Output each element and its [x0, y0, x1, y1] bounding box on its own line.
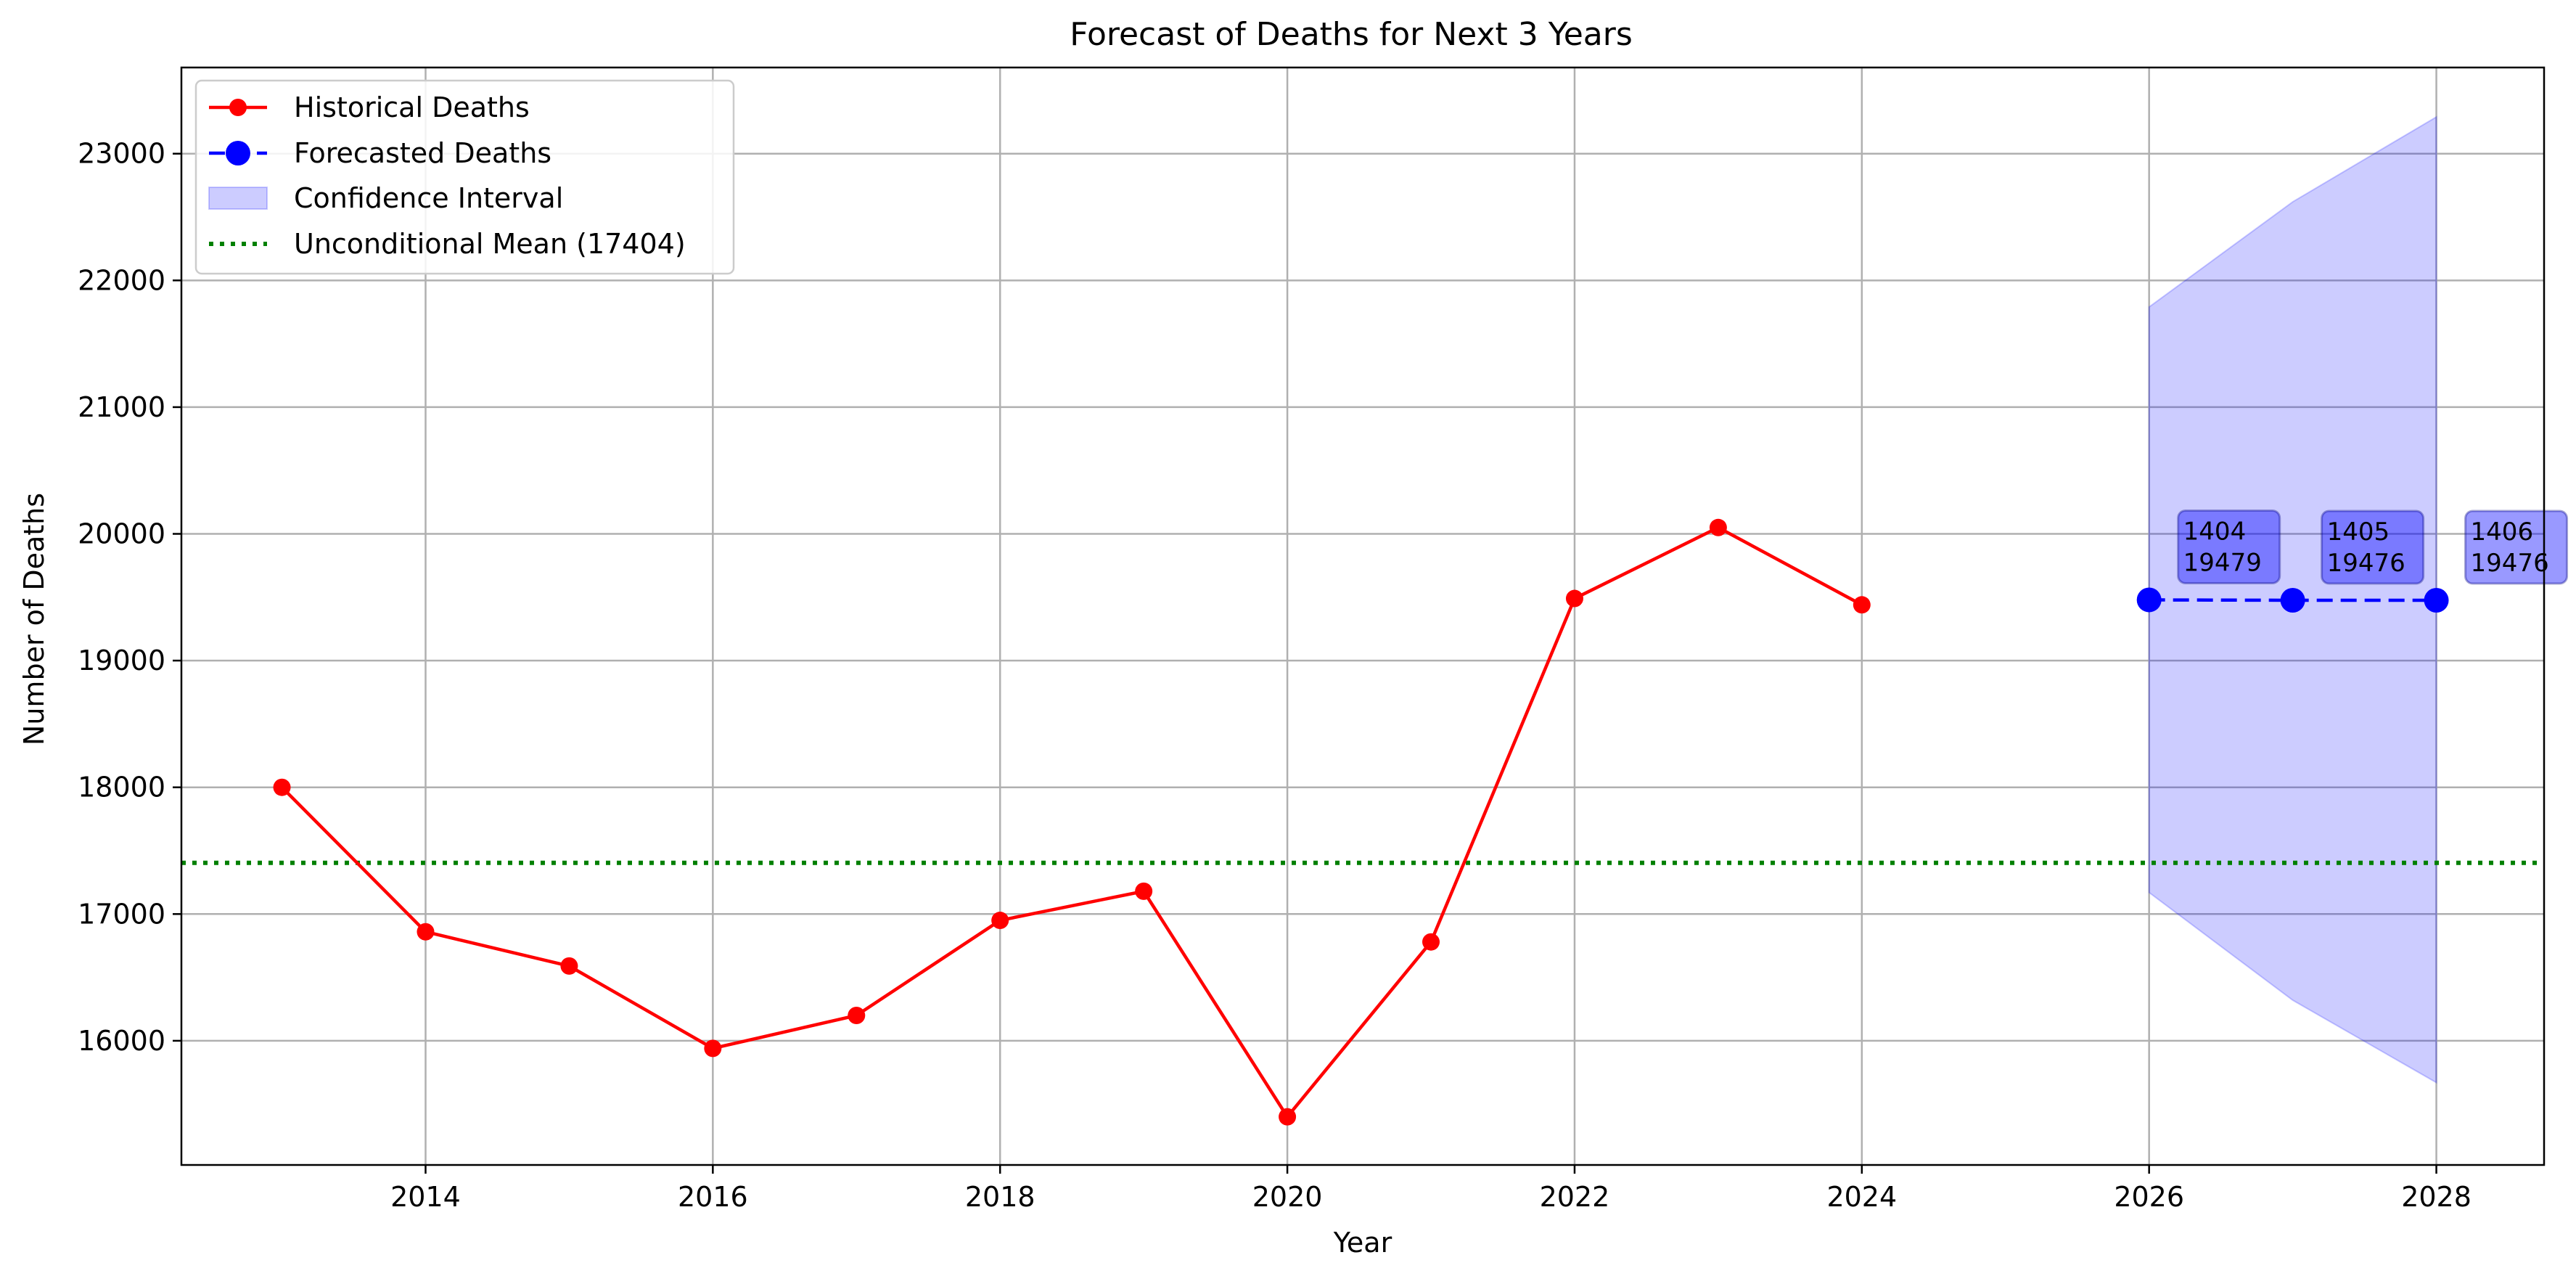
legend-box — [194, 79, 735, 275]
chart-title: Forecast of Deaths for Next 3 Years — [1070, 16, 1633, 53]
x-tick-label: 2022 — [1540, 1181, 1610, 1213]
historical-deaths-point — [704, 1039, 722, 1058]
y-tick-label: 22000 — [78, 264, 165, 296]
annotation-label: 1406 — [2471, 518, 2534, 547]
annotation-label: 1405 — [2327, 518, 2390, 547]
forecasted-deaths-point — [2424, 588, 2449, 613]
y-tick-label: 20000 — [78, 518, 165, 550]
legend-forecast-marker — [226, 141, 250, 165]
legend: Historical Deaths Forecasted Deaths Confid… — [194, 79, 735, 275]
annotation-value: 19476 — [2471, 549, 2549, 578]
legend-label: Forecasted Deaths — [294, 137, 551, 169]
legend-historical-marker — [229, 99, 247, 116]
annotation-box — [2464, 510, 2569, 585]
x-tick-label: 2014 — [390, 1181, 461, 1213]
x-tick-label: 2016 — [678, 1181, 748, 1213]
legend-label: Confidence Interval — [294, 182, 563, 214]
x-tick-label: 2026 — [2114, 1181, 2184, 1213]
historical-deaths-point — [1853, 596, 1871, 614]
x-tick-label: 2020 — [1252, 1181, 1323, 1213]
y-axis-label: Number of Deaths — [18, 493, 50, 745]
forecasted-deaths-point — [2136, 587, 2162, 613]
historical-deaths-point — [1565, 589, 1583, 608]
y-tick-label: 21000 — [78, 391, 165, 423]
legend-label: Historical Deaths — [294, 91, 530, 123]
historical-deaths-point — [848, 1006, 866, 1024]
x-tick-label: 2028 — [2401, 1181, 2472, 1213]
y-tick-label: 19000 — [78, 645, 165, 676]
legend-label: Unconditional Mean (17404) — [294, 228, 686, 260]
historical-deaths-point — [417, 923, 435, 941]
y-tick-label: 17000 — [78, 898, 165, 930]
annotation-box — [2321, 510, 2425, 585]
x-axis-label: Year — [1333, 1227, 1392, 1259]
historical-deaths-point — [1709, 518, 1727, 536]
plot-frame — [180, 66, 2546, 1166]
historical-deaths-point — [1422, 933, 1440, 951]
historical-deaths-point — [560, 957, 578, 975]
historical-deaths-point — [1279, 1108, 1297, 1126]
grid-lines — [181, 68, 2544, 1165]
y-axis-ticks: 16000 17000 18000 19000 20000 21000 22000 23000 — [78, 138, 181, 1057]
x-tick-label: 2024 — [1826, 1181, 1897, 1213]
historical-deaths-line — [280, 526, 1863, 1120]
historical-deaths-point — [1135, 882, 1153, 900]
y-tick-label: 23000 — [78, 138, 165, 170]
y-tick-label: 16000 — [78, 1025, 165, 1057]
y-tick-label: 18000 — [78, 772, 165, 803]
annotation-value: 19476 — [2327, 549, 2405, 578]
x-axis-ticks: 2014 2016 2018 2020 2022 2024 2026 2028 — [390, 1165, 2472, 1213]
annotation-value: 19479 — [2183, 548, 2262, 577]
historical-deaths-point — [273, 778, 291, 796]
x-tick-label: 2018 — [965, 1181, 1035, 1213]
annotation-box — [2177, 509, 2281, 584]
forecasted-deaths-point — [2280, 588, 2305, 613]
legend-confidence-swatch — [208, 187, 268, 210]
series-layer — [273, 518, 2449, 1126]
historical-deaths-point — [991, 912, 1009, 930]
annotation-label: 1404 — [2183, 517, 2247, 546]
